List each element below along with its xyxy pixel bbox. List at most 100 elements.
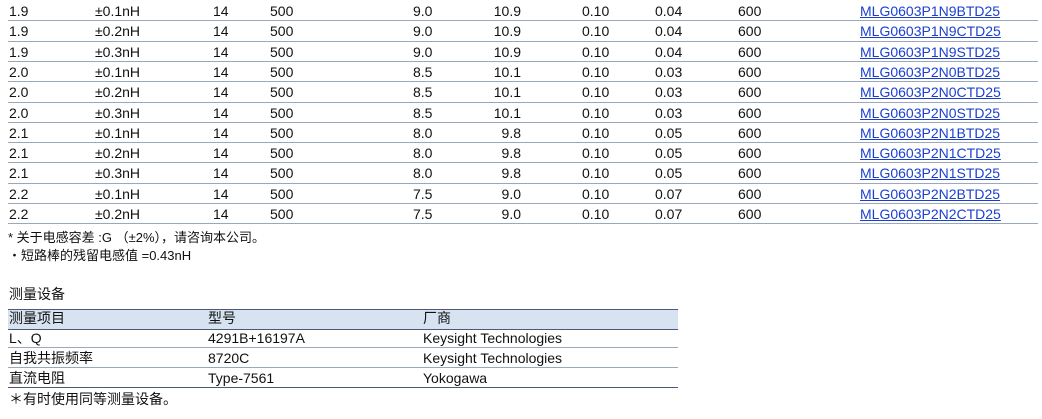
equipment-cell: 4291B+16197A	[208, 330, 305, 346]
table-cell: 0.10	[582, 23, 610, 40]
part-number-link[interactable]: MLG0603P2N2CTD25	[860, 206, 1001, 222]
table-cell: 10.1	[493, 84, 521, 101]
table-cell: 8.5	[413, 84, 433, 101]
table-cell: 10.1	[493, 63, 521, 80]
part-number-link[interactable]: MLG0603P2N2BTD25	[860, 185, 1001, 202]
table-cell: 500	[270, 206, 294, 222]
table-cell: 9.0	[413, 23, 433, 40]
table-cell: 0.10	[582, 63, 610, 80]
part-number-link[interactable]: MLG0603P2N0STD25	[860, 104, 1001, 121]
table-cell: 1.9	[9, 3, 29, 19]
equipment-header-cell: 测量项目	[9, 310, 65, 326]
table-cell: 10.9	[493, 23, 521, 40]
equipment-note: ＊有时使用同等测量设备。	[9, 391, 177, 407]
row-separator	[8, 60, 1038, 62]
table-cell: 14	[213, 206, 229, 222]
part-number-link[interactable]: MLG0603P1N9CTD25	[860, 23, 1001, 40]
table-cell: 14	[213, 23, 229, 40]
table-cell: 600	[738, 165, 762, 182]
part-number-link[interactable]: MLG0603P2N1BTD25	[860, 124, 1001, 141]
table-cell: 1.9	[9, 43, 29, 60]
table-cell: 500	[270, 63, 294, 80]
table-cell: 14	[213, 43, 229, 60]
table-cell: 9.8	[501, 124, 521, 141]
row-separator	[8, 387, 678, 388]
table-cell: ±0.3nH	[95, 43, 141, 60]
table-cell: 1.9	[9, 23, 29, 40]
note: * 关于电感容差 :G （±2%），请咨询本公司。	[8, 230, 266, 245]
table-cell: 600	[738, 104, 762, 121]
table-cell: 2.1	[9, 145, 29, 162]
table-cell: 9.8	[501, 145, 521, 162]
table-cell: 14	[213, 84, 229, 101]
table-cell: 0.03	[655, 84, 683, 101]
table-cell: 600	[738, 185, 762, 202]
table-cell: 9.0	[501, 206, 521, 222]
table-cell: 10.1	[493, 104, 521, 121]
equipment-cell: Keysight Technologies	[423, 330, 563, 346]
equipment-cell: Type-7561	[208, 370, 275, 386]
table-cell: 0.04	[655, 23, 683, 40]
table-cell: 0.04	[655, 43, 683, 60]
table-cell: 9.0	[413, 3, 433, 19]
table-cell: 2.0	[9, 84, 29, 101]
part-number-link[interactable]: MLG0603P2N1STD25	[860, 165, 1001, 182]
part-number-link[interactable]: MLG0603P2N0CTD25	[860, 84, 1001, 101]
table-cell: ±0.3nH	[95, 165, 141, 182]
table-cell: 0.10	[582, 104, 610, 121]
table-cell: 500	[270, 165, 294, 182]
row-separator	[8, 121, 1038, 123]
table-cell: 500	[270, 104, 294, 121]
row-separator	[8, 182, 1038, 184]
table-cell: 500	[270, 185, 294, 202]
table-cell: 0.07	[655, 185, 683, 202]
equipment-cell: L、Q	[9, 330, 42, 346]
table-cell: 0.10	[582, 165, 610, 182]
table-cell: 8.5	[413, 63, 433, 80]
table-cell: 600	[738, 145, 762, 162]
row-separator	[8, 40, 1038, 42]
row-separator	[8, 162, 1038, 164]
equipment-cell: 8720C	[208, 350, 250, 366]
table-cell: ±0.1nH	[95, 3, 141, 19]
table-cell: 600	[738, 23, 762, 40]
table-cell: 0.10	[582, 43, 610, 60]
table-cell: 0.10	[582, 3, 610, 19]
table-cell: 600	[738, 206, 762, 222]
part-number-link[interactable]: MLG0603P1N9STD25	[860, 43, 1001, 60]
row-separator	[8, 347, 678, 348]
table-cell: 500	[270, 84, 294, 101]
table-cell: 14	[213, 165, 229, 182]
table-cell: 0.10	[582, 84, 610, 101]
table-cell: 0.05	[655, 145, 683, 162]
table-cell: 500	[270, 43, 294, 60]
row-separator	[8, 142, 1038, 144]
table-cell: ±0.2nH	[95, 23, 141, 40]
table-cell: 600	[738, 43, 762, 60]
table-cell: 8.0	[413, 124, 433, 141]
table-cell: 600	[738, 3, 762, 19]
table-cell: 500	[270, 145, 294, 162]
equipment-cell: 直流电阻	[9, 370, 65, 386]
equipment-cell: 自我共振频率	[9, 350, 93, 366]
table-cell: 2.1	[9, 124, 29, 141]
table-cell: ±0.2nH	[95, 84, 141, 101]
table-cell: 0.10	[582, 206, 610, 222]
table-cell: ±0.3nH	[95, 104, 141, 121]
table-cell: 500	[270, 124, 294, 141]
part-number-link[interactable]: MLG0603P1N9BTD25	[860, 3, 1001, 19]
table-cell: 9.0	[413, 43, 433, 60]
table-cell: 9.0	[501, 185, 521, 202]
table-cell: 8.0	[413, 165, 433, 182]
row-separator	[8, 223, 1038, 225]
equipment-header-cell: 厂商	[423, 310, 451, 326]
note: ・短路棒的残留电感值 =0.43nH	[8, 248, 192, 263]
row-separator	[8, 367, 678, 368]
table-cell: ±0.2nH	[95, 145, 141, 162]
equipment-header-bg	[8, 309, 678, 330]
table-cell: 2.2	[9, 185, 29, 202]
part-number-link[interactable]: MLG0603P2N1CTD25	[860, 145, 1001, 162]
table-cell: 0.05	[655, 124, 683, 141]
part-number-link[interactable]: MLG0603P2N0BTD25	[860, 63, 1001, 80]
